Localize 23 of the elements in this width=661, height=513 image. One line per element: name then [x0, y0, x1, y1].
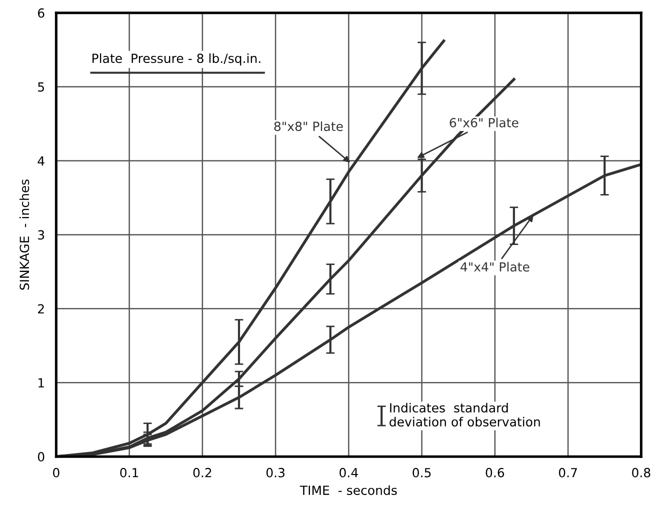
annotation: Plate Pressure - 8 lb./sq.in.	[92, 53, 260, 66]
x-tick-label: 0.8	[632, 468, 650, 478]
y-tick-label: 6	[38, 8, 44, 18]
x-tick-label: 0.4	[340, 468, 358, 478]
series-label: 6"x6" Plate	[450, 118, 518, 128]
x-tick-label: 0.3	[266, 468, 284, 478]
y-tick-label: 2	[38, 304, 44, 314]
text: 8"x8" Plate	[274, 121, 343, 132]
y-tick-label: 0	[38, 452, 44, 462]
y-axis-title: SINKAGE - inches	[19, 179, 30, 290]
x-axis-title: TIME - seconds	[300, 485, 397, 496]
annotation: Indicates standard deviation of observation	[390, 402, 540, 427]
x-tick-label: 0.6	[486, 468, 504, 478]
x-tick-label: 0	[53, 468, 60, 478]
y-tick-label: 5	[38, 82, 44, 92]
x-tick-label: 0.2	[193, 468, 212, 478]
x-tick-label: 0.5	[412, 468, 431, 478]
series-label: 4"x4" Plate	[460, 262, 530, 272]
y-tick-label: 4	[38, 156, 44, 166]
x-tick-label: 0.1	[120, 468, 138, 478]
x-tick-label: 0.7	[558, 468, 577, 478]
y-tick-label: 1	[38, 378, 44, 388]
y-tick-label: 3	[38, 230, 44, 240]
